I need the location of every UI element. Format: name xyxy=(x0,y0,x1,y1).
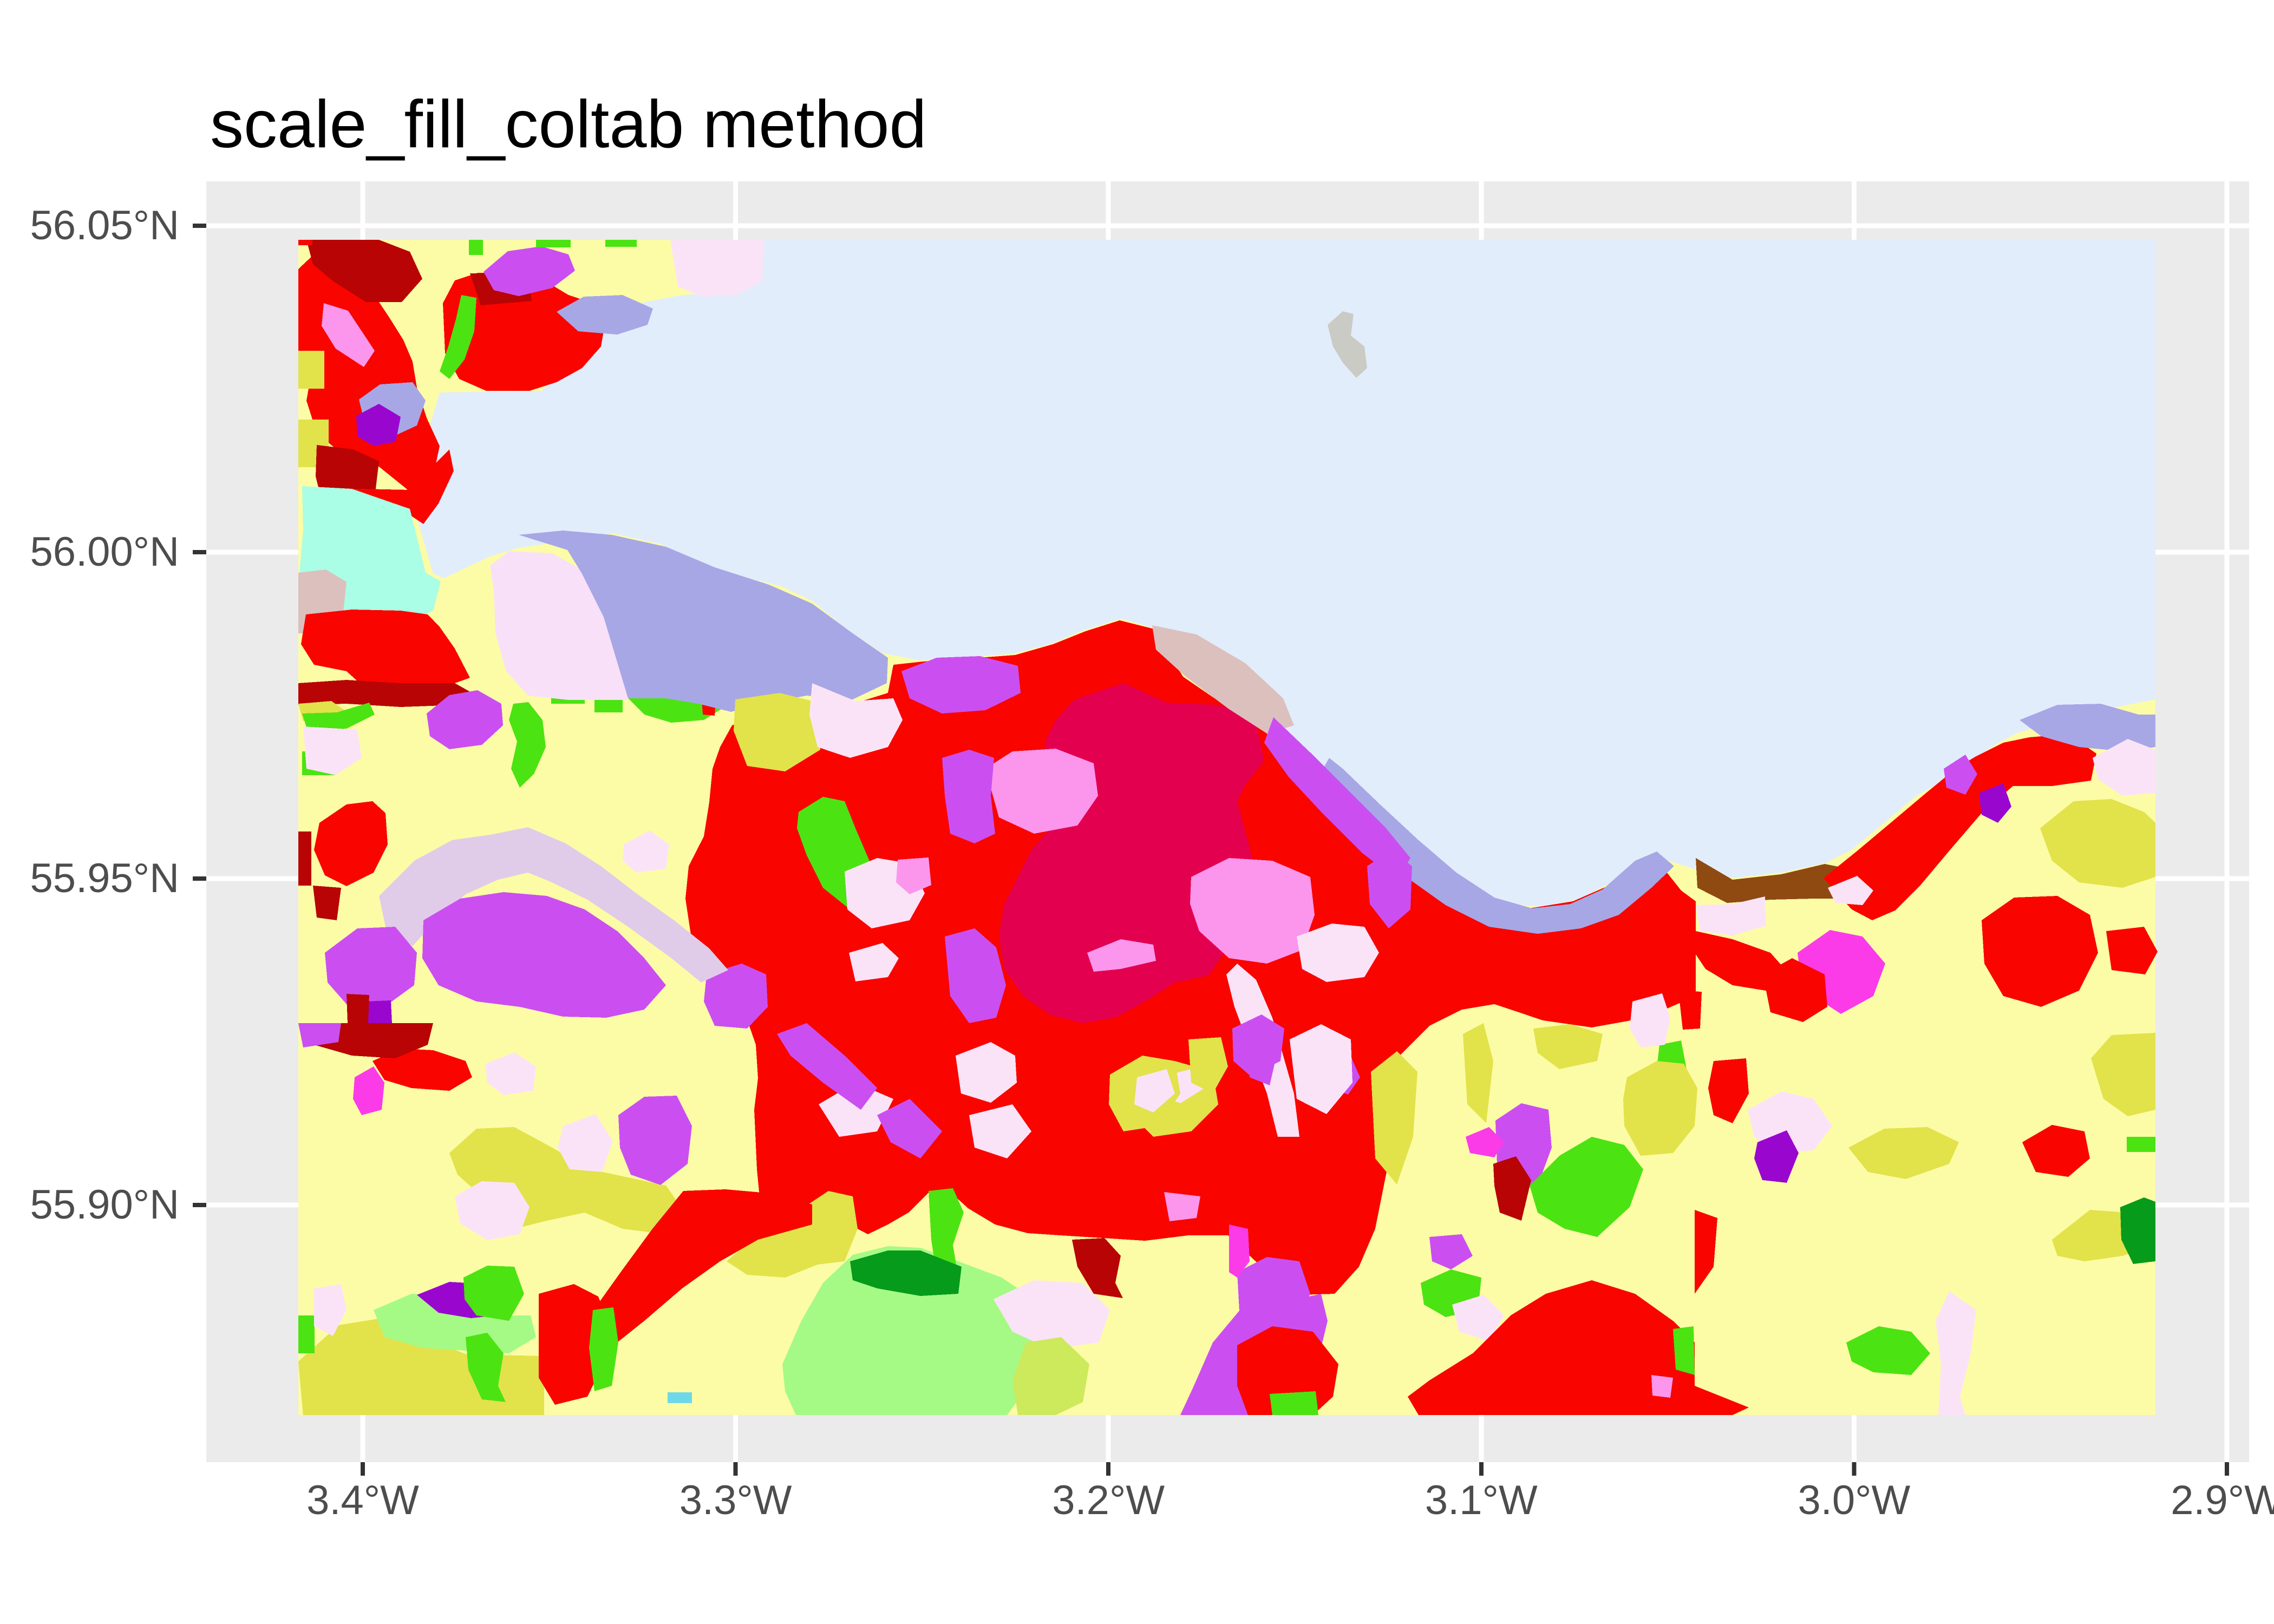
svg-text:3.0°W: 3.0°W xyxy=(1798,1477,1911,1523)
svg-text:3.2°W: 3.2°W xyxy=(1052,1477,1165,1523)
svg-text:3.4°W: 3.4°W xyxy=(306,1477,419,1523)
svg-text:2.9°W: 2.9°W xyxy=(2171,1477,2274,1523)
svg-text:3.1°W: 3.1°W xyxy=(1425,1477,1538,1523)
svg-text:55.90°N: 55.90°N xyxy=(30,1182,179,1228)
svg-text:scale_fill_coltab method: scale_fill_coltab method xyxy=(210,87,926,162)
svg-text:56.00°N: 56.00°N xyxy=(30,529,179,575)
svg-text:55.95°N: 55.95°N xyxy=(30,855,179,901)
svg-text:56.05°N: 56.05°N xyxy=(30,202,179,248)
svg-text:3.3°W: 3.3°W xyxy=(679,1477,792,1523)
